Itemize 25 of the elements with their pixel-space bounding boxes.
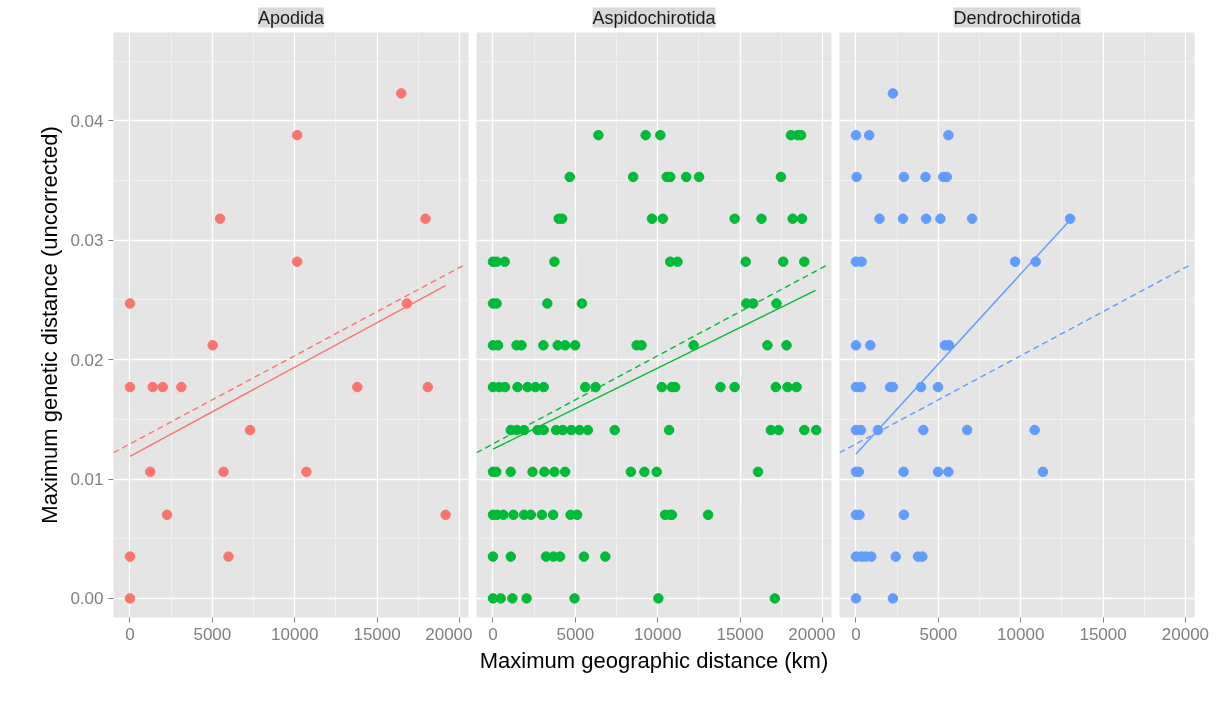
x-tick-label: 10000 — [634, 624, 682, 644]
y-tick-label: 0.01 — [70, 470, 104, 490]
x-tick-label: 5000 — [919, 624, 958, 644]
y-tick-label: 0.03 — [70, 231, 104, 251]
x-tick-label: 0 — [488, 624, 498, 644]
x-tick-label: 20000 — [425, 624, 473, 644]
x-axis-title: Maximum geographic distance (km) — [479, 647, 829, 673]
x-tick-label: 10000 — [997, 624, 1045, 644]
x-tick-label: 10000 — [271, 624, 319, 644]
x-tick-label: 0 — [851, 624, 861, 644]
chart-title: Apodida — [257, 7, 326, 28]
y-tick-label: 0.04 — [70, 111, 104, 131]
x-tick-label: 20000 — [788, 624, 836, 644]
y-tick-label: 0.00 — [70, 589, 104, 609]
x-tick-label: 15000 — [716, 624, 764, 644]
x-tick-label: 15000 — [353, 624, 401, 644]
y-axis-title: Maximum genetic distance (uncorrected) — [37, 126, 63, 524]
x-tick-label: 5000 — [556, 624, 595, 644]
chart-title: Dendrochirotida — [953, 7, 1082, 28]
x-tick-label: 20000 — [1161, 624, 1210, 644]
x-tick-label: 15000 — [1079, 624, 1127, 644]
y-tick-label: 0.02 — [70, 350, 104, 370]
chart-title: Aspidochirotida — [592, 7, 717, 28]
x-tick-label: 0 — [125, 624, 135, 644]
x-tick-label: 5000 — [193, 624, 232, 644]
